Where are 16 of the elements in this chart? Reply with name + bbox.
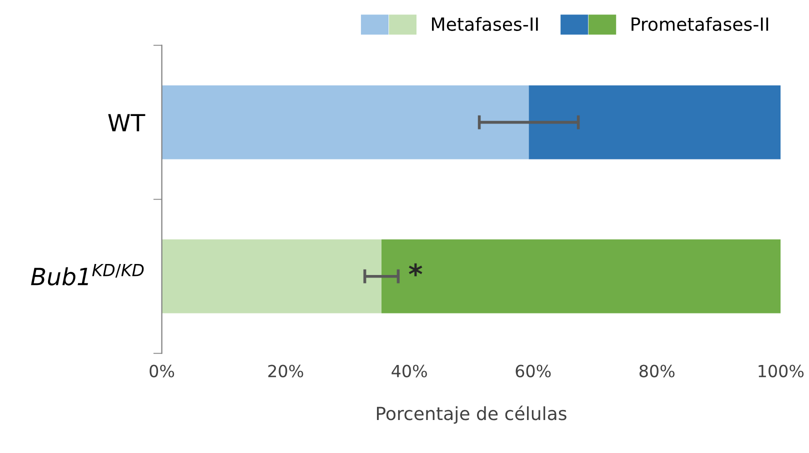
x-tick-label: 80% — [640, 364, 675, 378]
bar — [528, 85, 781, 160]
bar — [162, 239, 382, 314]
x-tick-label: 40% — [392, 364, 427, 378]
bar — [382, 239, 781, 314]
x-tick-label: 20% — [268, 364, 304, 378]
x-tick-label: 100% — [758, 364, 804, 378]
bar — [162, 85, 529, 160]
x-tick-label: 0% — [150, 364, 174, 378]
x-tick-label: 60% — [516, 364, 551, 378]
annotation: * — [408, 263, 422, 276]
x-axis-title: Porcentaje de células — [376, 406, 566, 424]
y-tick-label: Bub1$^{KD/KD}$ — [31, 264, 144, 286]
legend-label: Prometafases-II — [632, 16, 768, 31]
legend-label: Metafases-II — [432, 16, 538, 31]
y-tick-label: WT — [108, 114, 146, 132]
